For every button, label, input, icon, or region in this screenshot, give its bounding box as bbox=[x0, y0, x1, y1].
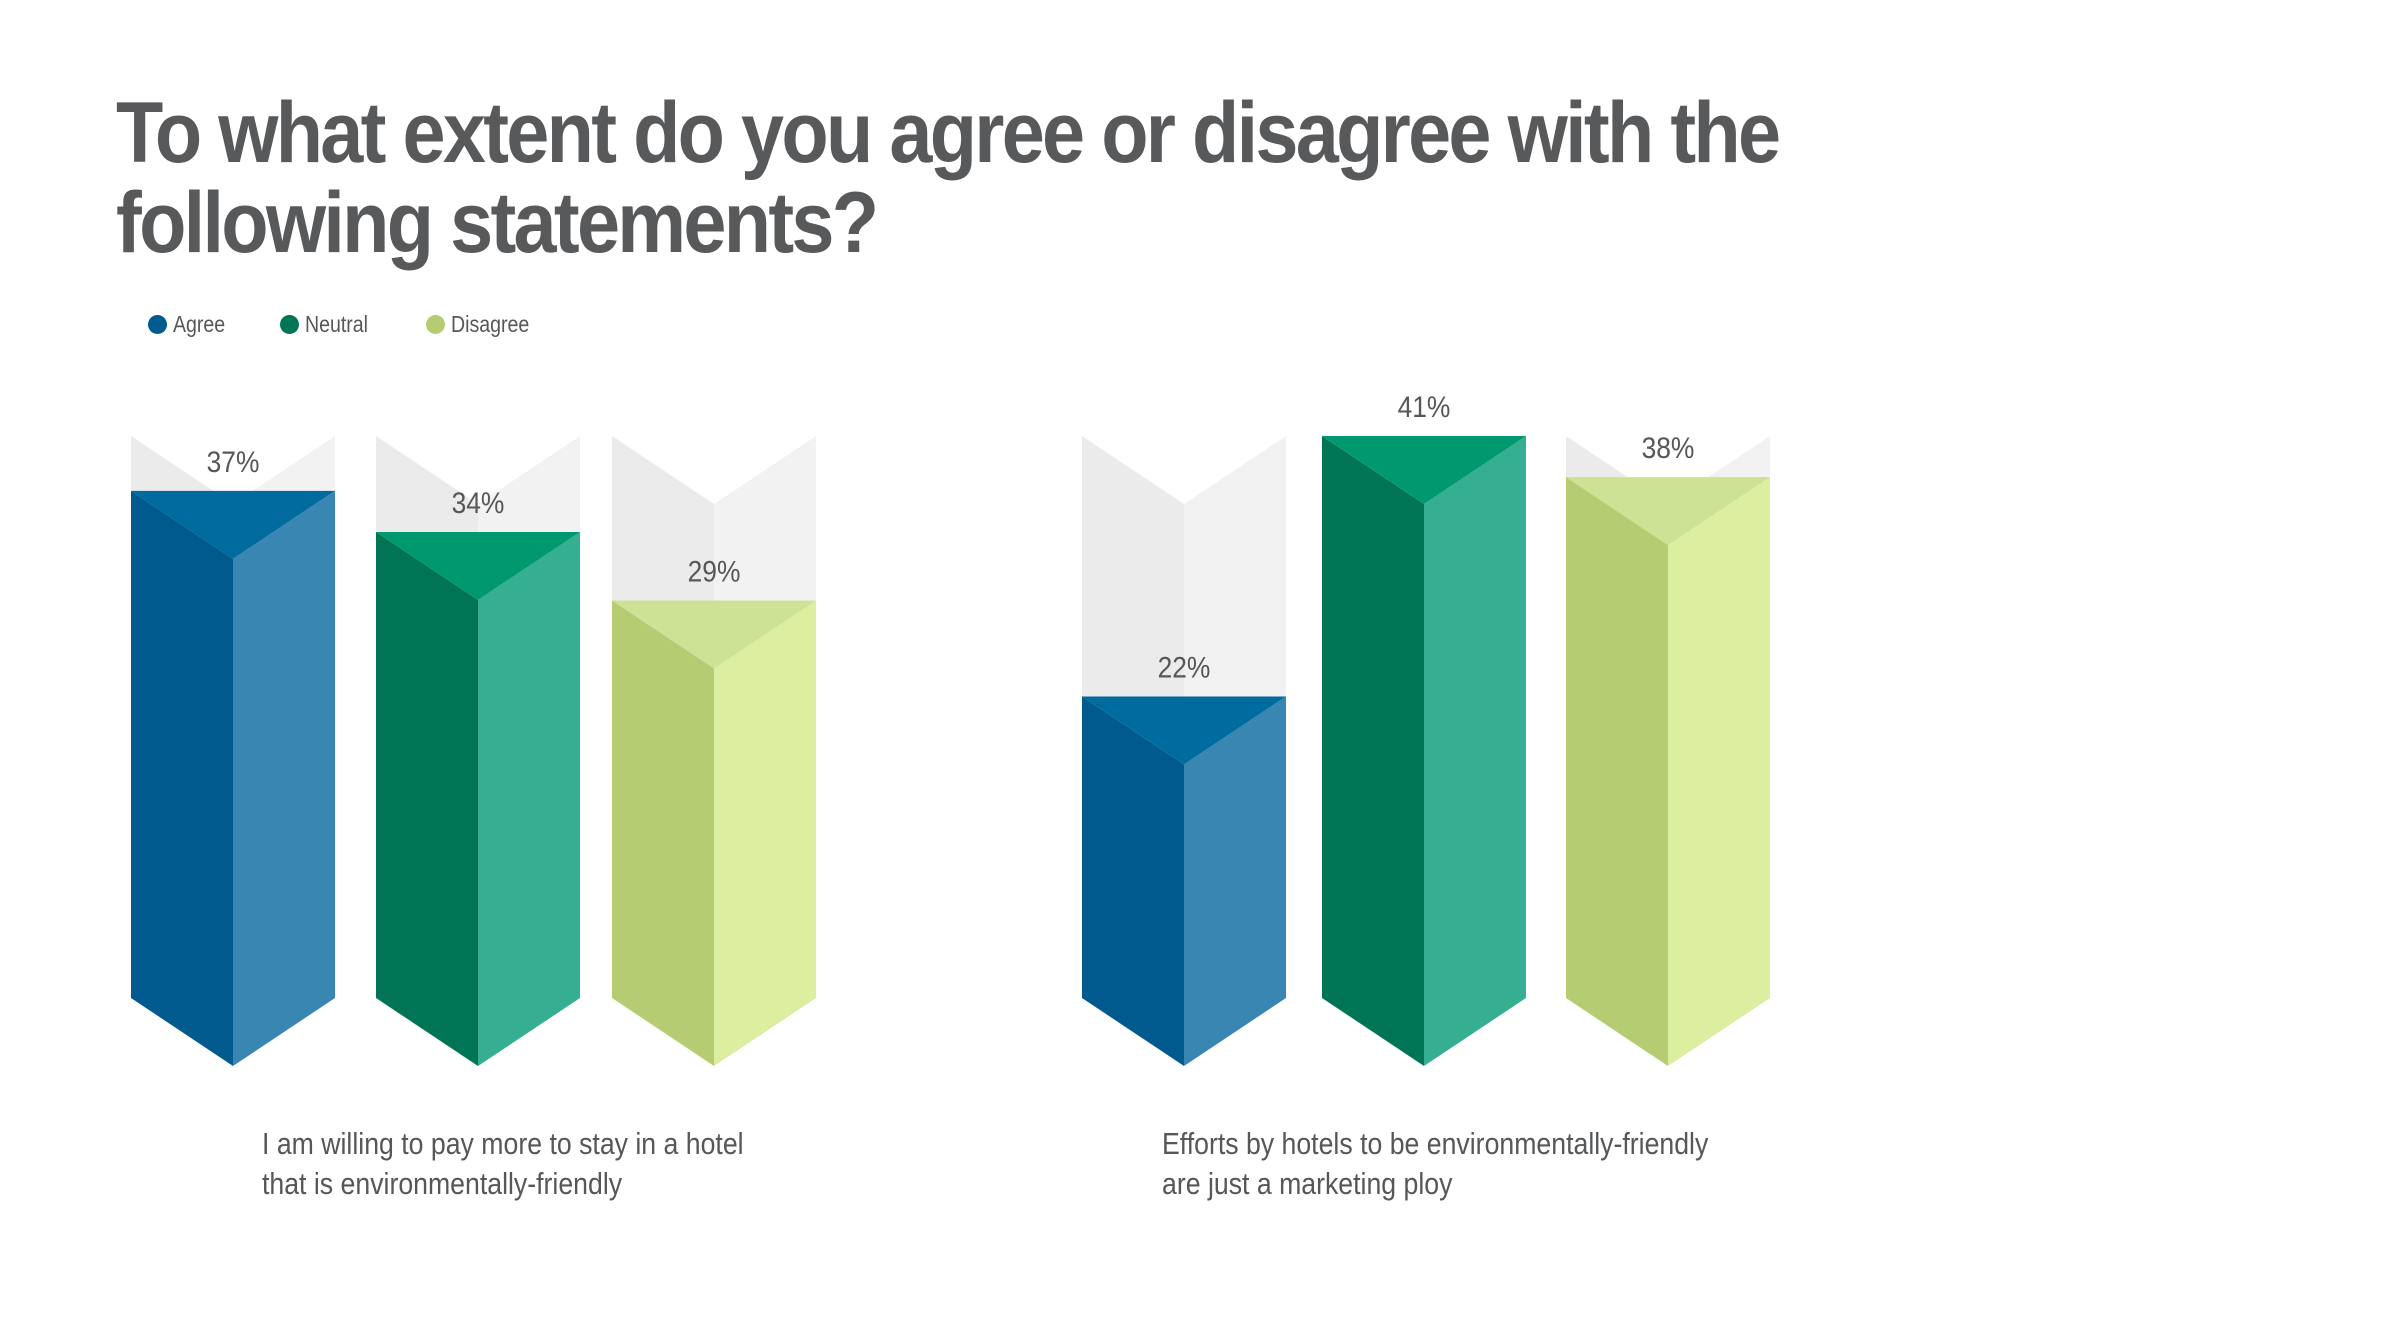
chart-1-bar-neutral bbox=[376, 436, 580, 1066]
chart-1-bar-cap-neutral bbox=[376, 531, 580, 600]
chart-2-bar-cap-neutral bbox=[1322, 436, 1526, 504]
chart-1-bar-left-face-disagree bbox=[612, 600, 714, 1066]
chart-title: To what extent do you agree or disagree … bbox=[116, 85, 1781, 271]
chart-2-caption-line-2: are just a marketing ploy bbox=[1162, 1166, 1453, 1201]
chart-1-bar-cap-agree bbox=[131, 490, 335, 559]
chart-1-bar-right-face-agree bbox=[233, 490, 335, 1067]
chart-2-value-label-disagree: 38% bbox=[1642, 431, 1695, 465]
chart-2-track-left-agree bbox=[1082, 436, 1184, 765]
chart-2-bar-left-face-neutral bbox=[1322, 436, 1424, 1066]
chart-2-bar-right-face-disagree bbox=[1668, 477, 1770, 1066]
chart-1-bar-cap-disagree bbox=[612, 600, 816, 669]
chart-2-bar-cap-agree bbox=[1082, 696, 1286, 765]
chart-1-caption: I am willing to pay more to stay in a ho… bbox=[262, 1124, 744, 1204]
legend-label-disagree: Disagree bbox=[450, 311, 529, 337]
legend-label-agree: Agree bbox=[173, 311, 226, 337]
chart-1-bar-agree bbox=[131, 436, 335, 1067]
chart-2-bar-left-face-disagree bbox=[1566, 477, 1668, 1066]
chart-1-value-label-neutral: 34% bbox=[452, 485, 505, 519]
chart-2-caption: Efforts by hotels to be environmentally-… bbox=[1162, 1124, 1708, 1204]
chart-2-caption-line-1: Efforts by hotels to be environmentally-… bbox=[1162, 1126, 1709, 1161]
chart-2-bar-agree bbox=[1082, 436, 1286, 1066]
chart-1-bar-right-face-neutral bbox=[478, 531, 580, 1066]
chart-2-track-right-agree bbox=[1184, 436, 1286, 765]
chart-2-bar-right-face-agree bbox=[1184, 696, 1286, 1066]
chart-1-bar-disagree bbox=[612, 436, 816, 1066]
chart-1-bar-left-face-neutral bbox=[376, 531, 478, 1066]
chart-1-bar-right-face-disagree bbox=[714, 600, 816, 1066]
legend-swatch-agree bbox=[148, 315, 167, 334]
legend: Agree Neutral Disagree bbox=[148, 311, 589, 338]
chart-2-bar-cap-disagree bbox=[1566, 477, 1770, 546]
chart-1-bars: 37% 34% 29% bbox=[131, 436, 816, 1067]
chart-2-bar-right-face-neutral bbox=[1424, 436, 1526, 1066]
legend-item-agree: Agree bbox=[148, 311, 234, 338]
chart-2-bars: 22% 41% 38% bbox=[1082, 389, 1770, 1066]
chart-1-value-label-agree: 37% bbox=[207, 444, 260, 478]
legend-swatch-disagree bbox=[425, 315, 445, 334]
legend-swatch-neutral bbox=[280, 315, 300, 334]
chart-1-bar-left-face-agree bbox=[131, 490, 233, 1067]
legend-label-neutral: Neutral bbox=[305, 311, 369, 337]
chart-2-value-label-agree: 22% bbox=[1158, 650, 1211, 684]
chart-2-bar-disagree bbox=[1566, 436, 1770, 1066]
legend-item-neutral: Neutral bbox=[280, 311, 379, 338]
chart-2-value-label-neutral: 41% bbox=[1398, 389, 1451, 423]
legend-item-disagree: Disagree bbox=[425, 311, 543, 338]
chart-1-caption-line-2: that is environmentally-friendly bbox=[262, 1166, 623, 1201]
chart-1-caption-line-1: I am willing to pay more to stay in a ho… bbox=[262, 1126, 744, 1161]
chart-1-value-label-disagree: 29% bbox=[688, 554, 741, 588]
chart-2-bar-neutral bbox=[1322, 436, 1526, 1066]
chart-2-bar-left-face-agree bbox=[1082, 696, 1184, 1066]
